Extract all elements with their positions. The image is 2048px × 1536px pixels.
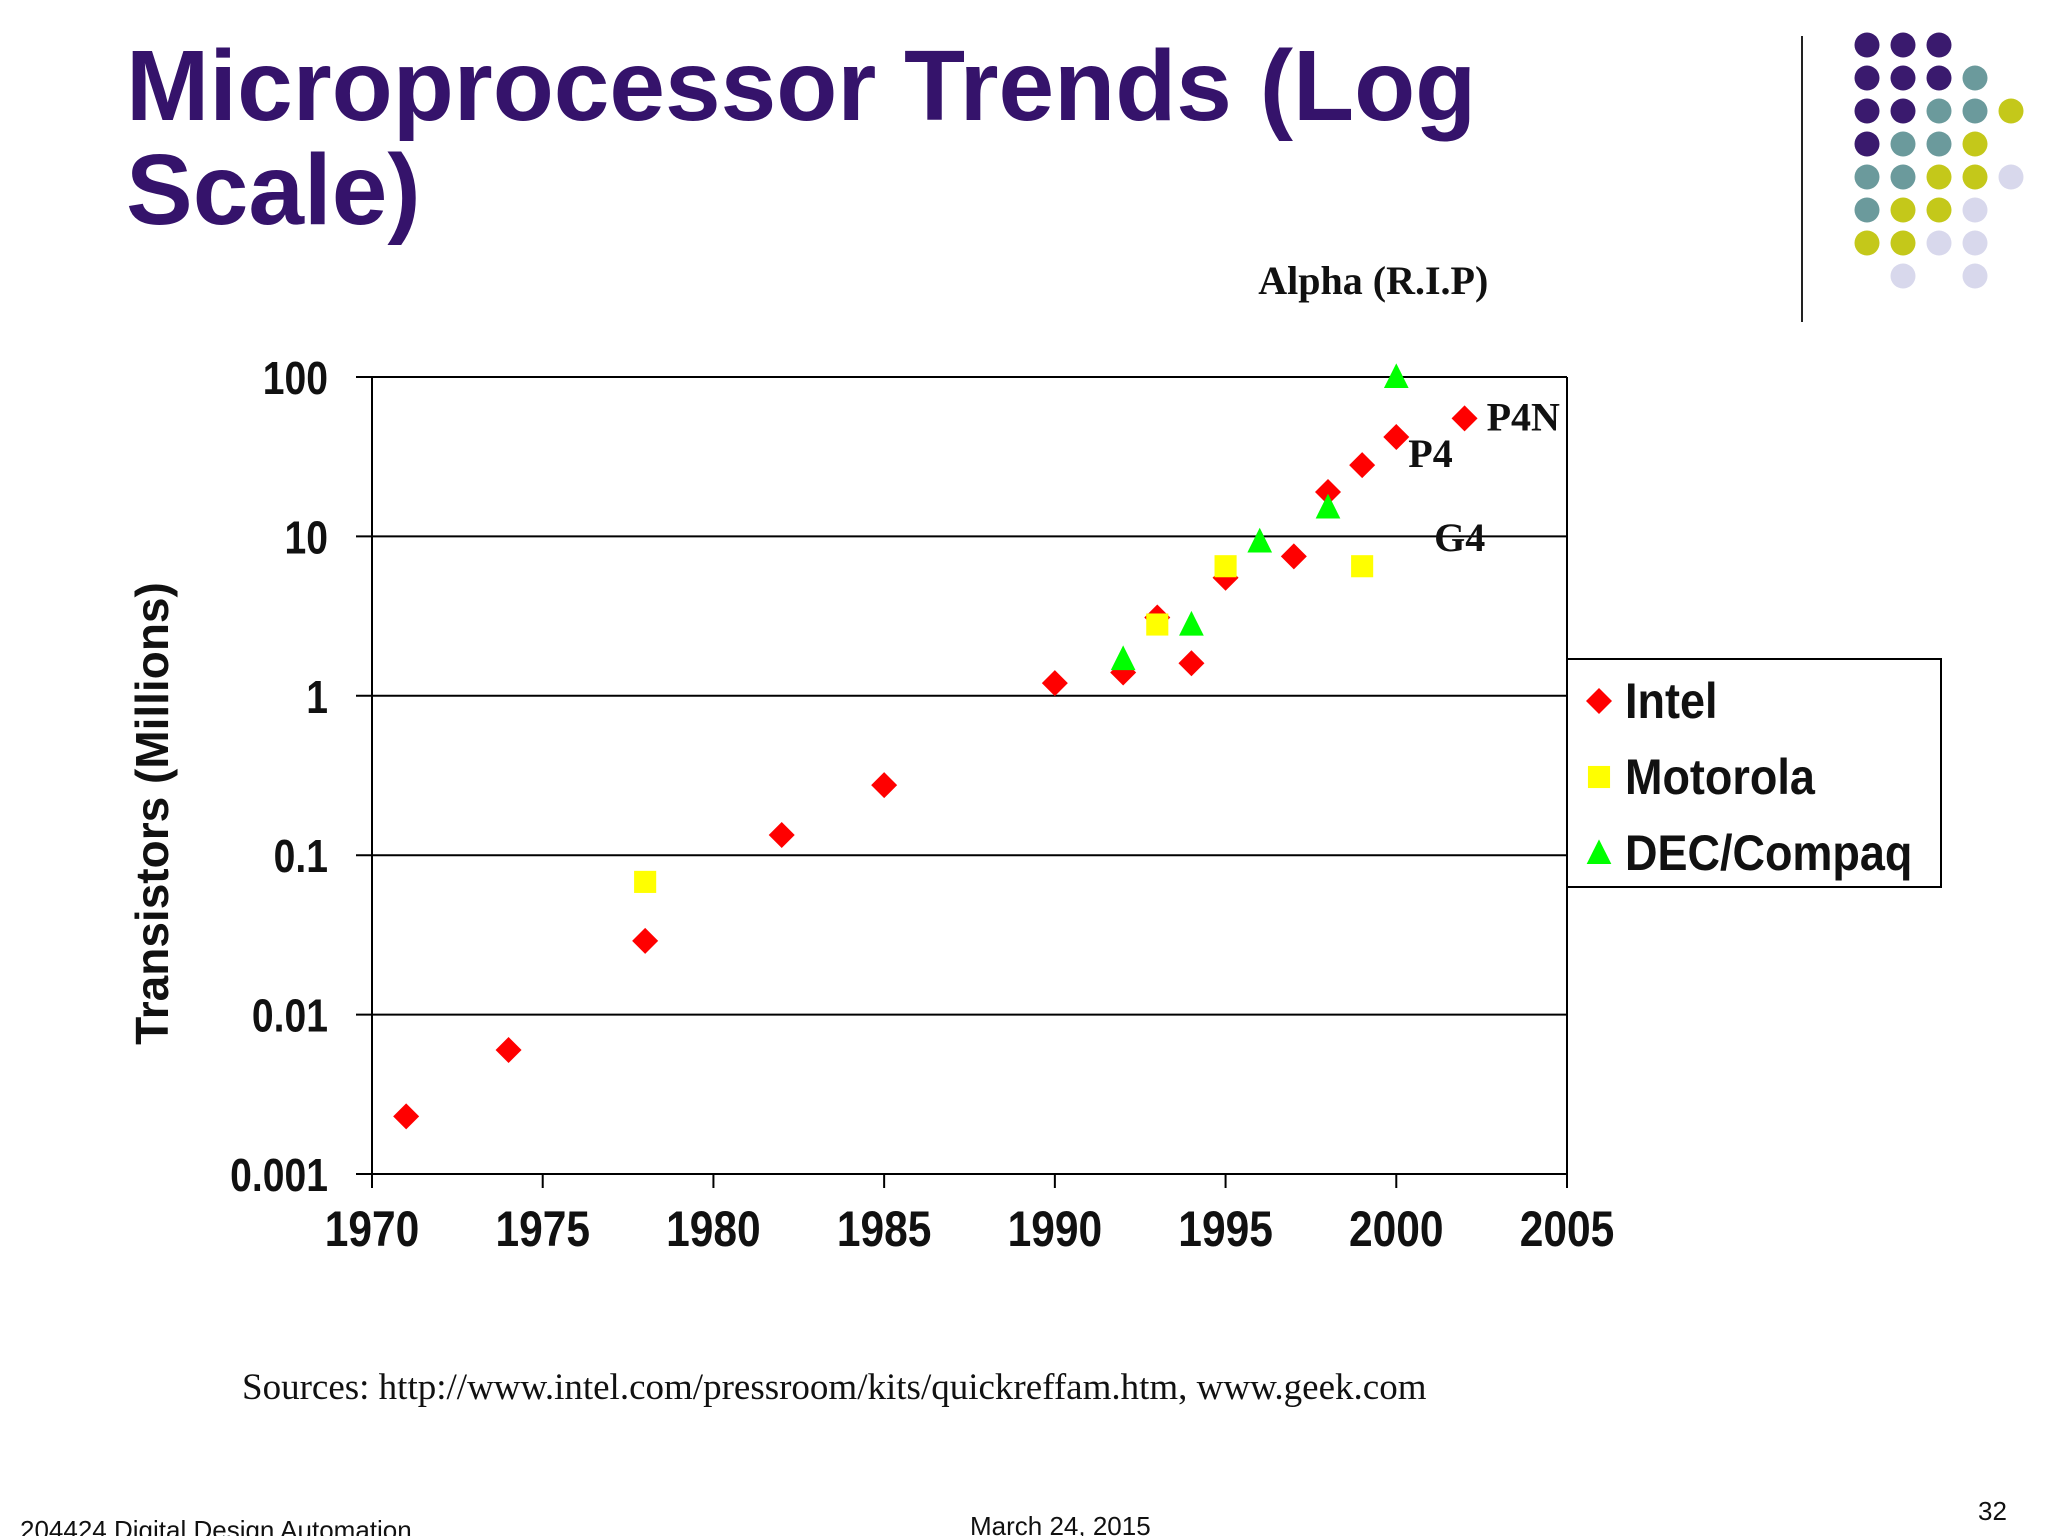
data-point-motorola	[1351, 555, 1374, 578]
chart-annotation: G4	[1434, 515, 1485, 560]
data-point-intel	[393, 1103, 420, 1130]
decorative-dot	[1962, 98, 1988, 124]
data-point-intel	[768, 821, 795, 848]
title-divider	[1801, 36, 1803, 322]
decorative-dot	[1854, 32, 1880, 58]
legend-box	[1566, 658, 1942, 888]
data-point-intel	[1315, 478, 1341, 505]
y-tick-label: 100	[263, 353, 328, 405]
footer-date: March 24, 2015	[970, 1511, 1151, 1536]
y-tick-label: 1	[306, 672, 328, 724]
data-point-intel	[1349, 452, 1376, 479]
data-point-dec-compaq	[1315, 493, 1341, 519]
sources-note: Sources: http://www.intel.com/pressroom/…	[242, 1367, 1427, 1408]
decorative-dot	[1890, 65, 1916, 91]
decorative-dot	[1962, 131, 1988, 157]
y-tick-label: 0.1	[274, 831, 328, 883]
decorative-dot	[1998, 98, 2024, 124]
decorative-dot	[1926, 65, 1952, 91]
legend-label-motorola: Motorola	[1625, 750, 1815, 806]
decorative-dot	[1854, 164, 1880, 190]
chart-annotation: Alpha (R.I.P)	[1258, 258, 1488, 303]
data-point-dec-compaq	[1247, 527, 1273, 553]
page-number: 32	[1978, 1496, 2007, 1526]
decorative-dot	[1890, 263, 1916, 289]
x-tick-label: 1985	[837, 1201, 932, 1257]
legend-marker-intel	[1586, 688, 1612, 714]
legend-marker-dec-compaq	[1586, 839, 1612, 865]
y-axis-title: Transistors (Millions)	[126, 582, 178, 1045]
slide-title: Microprocessor Trends (Log Scale)	[126, 30, 1477, 246]
decorative-dot	[1926, 164, 1952, 190]
data-point-motorola	[634, 870, 657, 893]
decorative-dot	[1926, 197, 1952, 223]
legend-marker-motorola	[1587, 765, 1611, 789]
decorative-dot-grid	[1854, 32, 2024, 289]
decorative-dot	[1890, 98, 1916, 124]
x-tick-label: 2000	[1349, 1201, 1444, 1257]
data-point-dec-compaq	[1383, 363, 1409, 389]
y-tick-label: 0.01	[252, 991, 328, 1043]
decorative-dot	[1962, 230, 1988, 256]
decorative-dot	[1890, 164, 1916, 190]
decorative-dot	[1890, 32, 1916, 58]
data-point-intel	[871, 772, 898, 799]
chart-annotation: P4N	[1487, 394, 1560, 439]
decorative-dot	[1926, 32, 1952, 58]
data-point-intel	[1041, 670, 1068, 697]
y-tick-label: 0.001	[230, 1150, 328, 1202]
data-point-intel	[1178, 650, 1205, 677]
decorative-dot	[1854, 131, 1880, 157]
x-tick-label: 1970	[325, 1201, 420, 1257]
data-point-dec-compaq	[1110, 645, 1136, 671]
decorative-dot	[1854, 98, 1880, 124]
decorative-dot	[1890, 131, 1916, 157]
decorative-dot	[1854, 65, 1880, 91]
decorative-dot	[1962, 65, 1988, 91]
footer-course: 204424 Digital Design Automation	[20, 1515, 412, 1536]
legend-label-intel: Intel	[1625, 674, 1717, 730]
decorative-dot	[1962, 164, 1988, 190]
x-tick-label: 1995	[1178, 1201, 1273, 1257]
decorative-dot	[1890, 197, 1916, 223]
decorative-dot	[1926, 230, 1952, 256]
data-point-intel	[1383, 424, 1410, 451]
x-tick-label: 2005	[1520, 1201, 1615, 1257]
y-tick-label: 10	[285, 512, 328, 564]
legend-label-dec-compaq: DEC/Compaq	[1625, 826, 1912, 882]
x-tick-label: 1990	[1008, 1201, 1103, 1257]
decorative-dot	[1962, 263, 1988, 289]
decorative-dot	[1854, 230, 1880, 256]
decorative-dot	[1926, 98, 1952, 124]
data-point-intel	[1451, 405, 1478, 432]
decorative-dot	[1854, 197, 1880, 223]
x-tick-label: 1980	[666, 1201, 761, 1257]
decorative-dot	[1890, 230, 1916, 256]
data-point-intel	[1280, 543, 1307, 570]
chart-annotation: P4	[1408, 431, 1452, 476]
data-point-motorola	[1146, 613, 1169, 636]
data-point-motorola	[1214, 555, 1237, 578]
data-point-intel	[495, 1036, 522, 1063]
decorative-dot	[1962, 197, 1988, 223]
x-tick-label: 1975	[495, 1201, 590, 1257]
decorative-dot	[1926, 131, 1952, 157]
data-point-intel	[632, 927, 659, 954]
data-point-dec-compaq	[1179, 610, 1204, 636]
decorative-dot	[1998, 164, 2024, 190]
